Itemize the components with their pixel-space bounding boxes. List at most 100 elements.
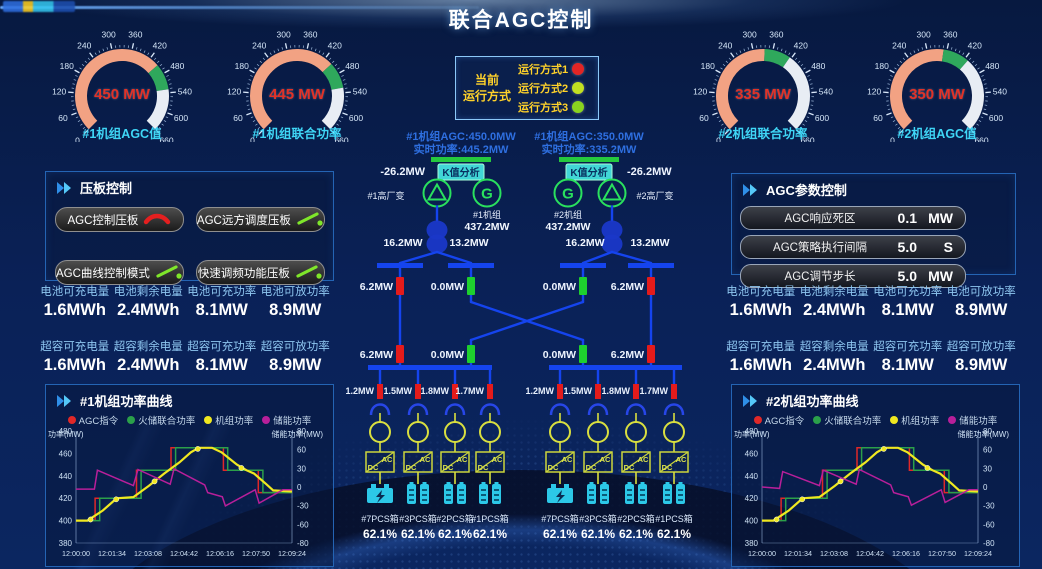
panel-chevrons-icon [57,394,71,407]
one-line-diagram: #1机组AGC:450.0MW 实时功率:445.2MW K值分析 -26.2M… [345,129,692,541]
param-value[interactable]: 5.0 [897,239,917,255]
stat-value: 2.4MWh [803,301,866,319]
stat-cell: 电池可充电量 1.6MWh [724,283,798,324]
run-mode-3-indicator [572,101,585,113]
legend-item[interactable]: 储能功率 [262,413,311,427]
svg-text:600: 600 [815,113,829,123]
run-mode-1-label: 运行方式1 [518,64,569,76]
plate-button-fast-freq[interactable]: 快速调频功能压板 [195,260,325,285]
legend-dot-icon [127,416,136,424]
legend-item[interactable]: AGC指令 [67,413,118,427]
svg-text:12:00:00: 12:00:00 [62,549,90,558]
stat-label: 电池剩余电量 [799,286,869,298]
svg-text:AC: AC [382,455,393,464]
param-value[interactable]: 5.0 [897,268,917,284]
pcs-breaker[interactable] [487,384,493,399]
svg-text:300: 300 [102,29,116,39]
series-AGC指令 [762,447,978,522]
pcs-breaker[interactable] [452,384,458,399]
pcs-breaker[interactable] [415,384,421,399]
legend-item[interactable]: 机组功率 [890,413,939,427]
legend-item[interactable]: 火储联合功率 [813,413,881,427]
svg-text:60: 60 [699,113,709,123]
cell-battery-icon [479,482,501,504]
pcs-power-value: 1.8MW [420,386,449,396]
pcs-breaker[interactable] [595,384,601,399]
pcs-name: #7PCS箱 [541,513,579,524]
stat-cell: 超容可充功率 8.1MW [871,338,945,379]
top-accent-line [0,6,480,9]
svg-text:300: 300 [743,29,757,39]
transformer-circle-icon [625,421,647,443]
param-value[interactable]: 0.1 [897,210,917,226]
legend-item[interactable]: 火储联合功率 [127,413,195,427]
plate-button-agc-remote-dispatch[interactable]: AGC远方调度压板 [195,207,325,232]
gauge-value: 450 MW [94,86,150,103]
pcs-breaker[interactable] [377,384,383,399]
legend-item[interactable]: 储能功率 [948,413,997,427]
svg-text:420: 420 [794,41,808,51]
param-label: AGC调节步长 [784,271,856,283]
plate-control-panel: 压板控制 AGC控制压板 AGC远方调度压板 AGC曲线控制模式 快速调频功能压… [45,171,334,285]
legend-item[interactable]: AGC指令 [753,413,804,427]
svg-text:60: 60 [58,113,68,123]
breaker-closed[interactable] [396,277,404,295]
pcs-soc-value: 62.1% [657,527,691,541]
pcs-power-value: 1.2MW [525,386,554,396]
unit1-k-analysis-button[interactable] [437,163,485,181]
breaker-open[interactable] [467,345,475,363]
pcs-name: #7PCS箱 [361,513,399,524]
breaker-open[interactable] [579,345,587,363]
wire [398,250,439,265]
svg-text:440: 440 [745,472,759,481]
svg-text:储能功率(MW): 储能功率(MW) [957,429,1009,439]
param-unit: MW [928,268,953,284]
breaker-closed[interactable] [647,345,655,363]
svg-text:12:06:16: 12:06:16 [206,549,234,558]
chart2-header: #2机组功率曲线 [732,385,1019,412]
pcs-breaker[interactable] [671,384,677,399]
param-row-deadband[interactable]: AGC响应死区 0.1 MW [740,206,966,230]
svg-text:DC: DC [624,463,635,472]
run-mode-3-label: 运行方式3 [518,102,569,114]
pcs-power-value: 1.2MW [345,386,374,396]
svg-text:-80: -80 [297,539,309,548]
stat-cell: 超容剩余电量 2.4MWh [112,338,186,379]
svg-text:60: 60 [983,446,992,455]
plate-button-agc-curve-mode[interactable]: AGC曲线控制模式 [55,260,184,285]
plate-button-agc-control[interactable]: AGC控制压板 [55,207,184,232]
stat-value: 8.9MW [955,356,1008,374]
unit2-k-analysis-button[interactable] [565,163,613,181]
gauge-label: #2机组联合功率 [718,127,808,141]
svg-text:功率(MW): 功率(MW) [48,429,84,439]
breaker-closed[interactable] [396,345,404,363]
unit1-generator-icon [472,178,502,208]
pcs-power-value: 1.7MW [639,386,668,396]
stat-value: 8.1MW [195,301,248,319]
unit1-aux-label: #1高厂变 [367,190,404,201]
stat-value: 8.1MW [881,301,934,319]
winding-arc-icon [663,403,685,416]
pcs-power-value: 1.5MW [383,386,412,396]
legend-item[interactable]: 机组功率 [204,413,253,427]
svg-text:0: 0 [75,136,80,142]
pcs-breaker[interactable] [633,384,639,399]
svg-text:240: 240 [892,41,906,51]
param-row-step[interactable]: AGC调节步长 5.0 MW [740,264,966,288]
box-battery-icon [367,484,393,503]
stat-cell: 超容可充电量 1.6MWh [38,338,112,379]
svg-text:12:04:42: 12:04:42 [856,549,884,558]
pcs-breaker[interactable] [557,384,563,399]
breaker-closed[interactable] [647,277,655,295]
stat-cell: 电池可充电量 1.6MWh [38,283,112,324]
pcs-soc-value: 62.1% [363,527,397,541]
svg-text:480: 480 [345,61,359,71]
svg-text:300: 300 [277,29,291,39]
stat-value: 1.6MWh [729,356,792,374]
breaker-open[interactable] [579,277,587,295]
cell-battery-icon [407,482,429,504]
stat-label: 超容剩余电量 [113,341,183,353]
param-row-interval[interactable]: AGC策略执行间隔 5.0 S [740,235,966,259]
breaker-open[interactable] [467,277,475,295]
